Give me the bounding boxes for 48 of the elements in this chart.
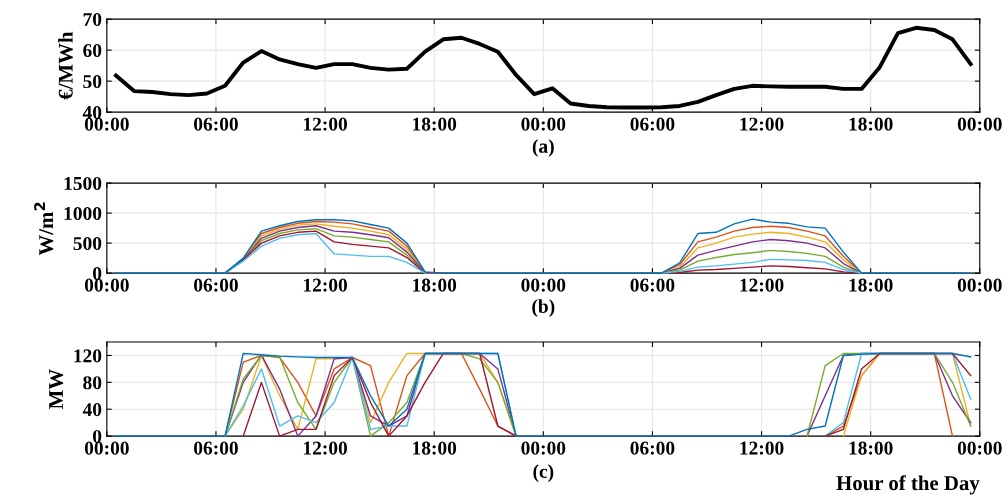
x-axis-title: Hour of the Day xyxy=(836,475,980,495)
x-tick-label: 12:00 xyxy=(740,441,784,455)
x-tick-label: 00:00 xyxy=(84,278,129,292)
line-series xyxy=(113,25,973,110)
y-tick-label: 50 xyxy=(83,74,102,89)
y-tick-label: 80 xyxy=(83,376,102,390)
x-tick-label: 18:00 xyxy=(413,441,457,455)
y-axis-title: MW xyxy=(49,369,64,409)
y-axis-title: W/m$^{2}$ xyxy=(34,202,54,256)
x-tick-label: 00:00 xyxy=(957,117,1002,131)
y-tick-label: 40 xyxy=(82,403,102,417)
x-tick-label: 06:00 xyxy=(194,117,238,131)
x-tick-label: 06:00 xyxy=(630,117,675,131)
x-tick-label: 00:00 xyxy=(84,117,129,131)
x-tick-label: 18:00 xyxy=(849,278,893,292)
x-tick-label: 06:00 xyxy=(630,278,675,292)
x-tick-label: 00:00 xyxy=(521,278,566,292)
y-tick-label: 0 xyxy=(93,429,102,444)
text: (b) xyxy=(532,299,555,317)
x-tick-label: 00:00 xyxy=(521,117,566,131)
x-tick-label: 00:00 xyxy=(957,441,1002,455)
y-tick-label: 1000 xyxy=(64,206,102,221)
x-tick-label: 00:00 xyxy=(521,441,566,455)
x-tick-label: 00:00 xyxy=(84,441,129,455)
y-axis-title: €/MWh xyxy=(58,31,73,100)
x-tick-label: 12:00 xyxy=(303,278,348,292)
x-tick-label: 00:00 xyxy=(957,278,1002,292)
x-tick-label: 12:00 xyxy=(740,278,784,292)
x-tick-label: 12:00 xyxy=(303,441,348,455)
y-tick-label: 0 xyxy=(93,266,102,281)
x-tick-label: 18:00 xyxy=(849,117,893,131)
x-tick-label: 18:00 xyxy=(413,117,457,131)
y-tick-label: 1500 xyxy=(64,176,102,191)
y-tick-label: 60 xyxy=(83,43,102,58)
y-tick-label: 500 xyxy=(73,236,102,251)
x-tick-label: 12:00 xyxy=(303,117,348,131)
x-tick-label: 06:00 xyxy=(194,278,238,292)
x-tick-label: 06:00 xyxy=(630,441,675,455)
line-series xyxy=(115,218,972,274)
x-tick-label: 06:00 xyxy=(194,441,238,455)
x-tick-label: 18:00 xyxy=(849,441,893,455)
text: (c) xyxy=(533,464,554,482)
y-tick-label: 40 xyxy=(82,105,102,120)
y-tick-label: 70 xyxy=(83,12,102,27)
x-tick-label: 12:00 xyxy=(740,117,784,131)
y-tick-label: 120 xyxy=(74,349,102,363)
text: (a) xyxy=(532,139,554,157)
x-tick-label: 18:00 xyxy=(413,278,457,292)
